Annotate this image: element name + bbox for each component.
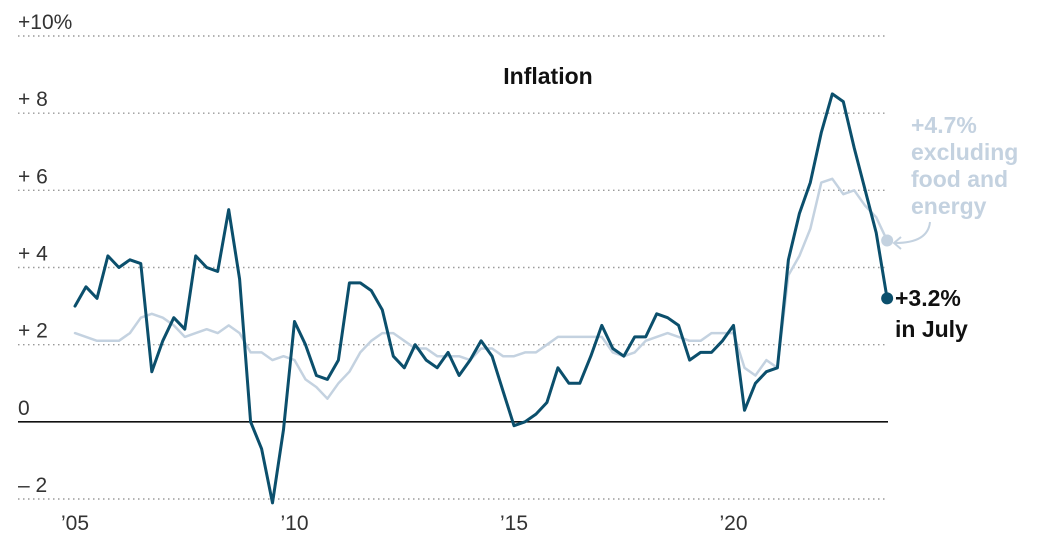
- series-lines: [73, 92, 889, 505]
- core-annotation-value: +4.7%: [911, 112, 977, 138]
- core-annotation-line-2: food and: [911, 166, 1008, 192]
- y-tick-label: 0: [18, 397, 30, 420]
- series-line-core: [73, 177, 889, 400]
- chart-title: Inflation: [503, 63, 592, 89]
- core-annotation-arrow: [894, 221, 931, 244]
- gridlines: [18, 35, 888, 500]
- core-annotation-line-3: energy: [911, 193, 987, 219]
- x-tick-label: ’20: [719, 512, 747, 535]
- core-annotation-arrowhead: [892, 236, 902, 250]
- y-tick-label: – 2: [18, 474, 47, 497]
- series-endpoints: [881, 234, 894, 305]
- y-tick-label: + 2: [18, 320, 48, 343]
- core-annotation-line-1: excluding: [911, 139, 1018, 165]
- headline-annotation-value: +3.2%: [895, 285, 961, 311]
- core-annotation: +4.7% excluding food and energy: [892, 112, 1018, 250]
- y-tick-label: + 4: [18, 243, 48, 266]
- x-tick-label: ’10: [280, 512, 308, 535]
- x-tick-label: ’05: [61, 512, 89, 535]
- headline-annotation: +3.2% in July: [895, 285, 968, 342]
- y-tick-label: +10%: [18, 11, 72, 34]
- x-tick-label: ’15: [500, 512, 528, 535]
- y-tick-label: + 6: [18, 165, 48, 188]
- x-axis-ticks: ’05 ’10 ’15 ’20: [61, 512, 748, 535]
- series-line-all-items: [73, 92, 889, 505]
- y-axis-ticks: +10% + 8 + 6 + 4 + 2 0 – 2: [18, 11, 72, 497]
- series-endpoint-all-items: [881, 292, 894, 305]
- y-tick-label: + 8: [18, 88, 48, 111]
- headline-annotation-line-1: in July: [895, 316, 968, 342]
- series-endpoint-core: [881, 234, 894, 247]
